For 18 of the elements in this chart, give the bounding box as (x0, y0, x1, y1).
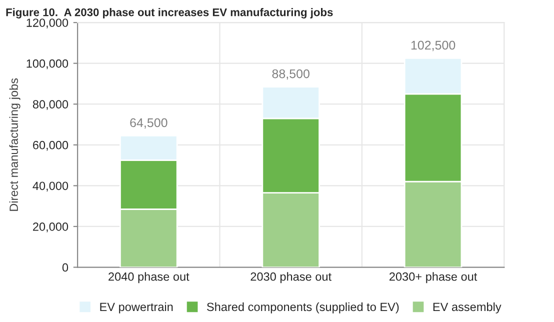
total-label: 64,500 (130, 118, 168, 129)
y-tick-label: 120,000 (26, 18, 68, 28)
legend-label: Shared components (supplied to EV) (206, 302, 399, 314)
total-label: 102,500 (411, 40, 456, 52)
y-tick-label: 80,000 (32, 100, 68, 110)
y-tick-label: 60,000 (33, 140, 68, 151)
x-tick-label: 2040 phase out (108, 272, 190, 284)
x-tick-label: 2030+ phase out (389, 272, 478, 284)
y-tick-label: 0 (62, 263, 68, 272)
y-tick-label: 40,000 (32, 182, 68, 192)
legend-label: EV assembly (433, 302, 502, 314)
chart-title: Figure 10. A 2030 phase out increases EV manufacturing jobs (6, 8, 333, 18)
total-label: 88,500 (272, 69, 310, 80)
y-tick-label: 20,000 (33, 222, 68, 232)
y-tick-label: 100,000 (26, 59, 68, 70)
legend-label: EV powertrain (100, 302, 173, 314)
x-tick-label: 2030 phase out (250, 272, 332, 284)
y-axis-title: Direct manufacturing jobs (9, 78, 20, 211)
